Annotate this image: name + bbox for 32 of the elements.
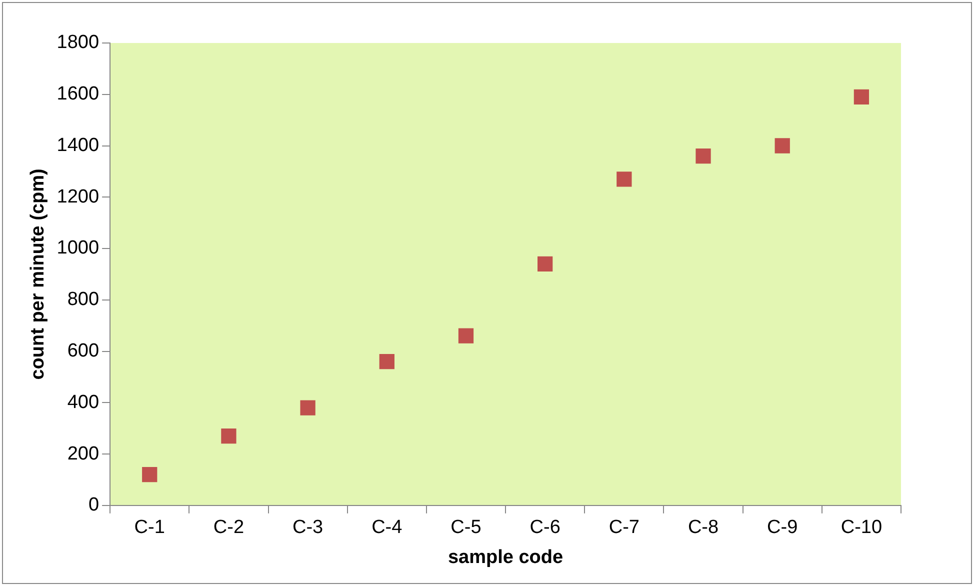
x-tick-label: C-1: [134, 517, 165, 538]
point: [142, 467, 158, 482]
y-tick-label: 1200: [56, 186, 100, 208]
point: [616, 172, 632, 187]
y-tick-label: 200: [67, 443, 100, 464]
x-tick-label: C-8: [688, 517, 719, 538]
x-tick-label: C-3: [292, 517, 324, 538]
point: [854, 89, 870, 105]
point: [458, 328, 474, 344]
y-tick-label: 1400: [56, 134, 100, 156]
y-tick-label: 800: [67, 289, 100, 310]
x-tick-label: C-7: [608, 517, 640, 538]
point: [538, 256, 553, 272]
point: [300, 400, 316, 416]
x-axis-title: sample code: [448, 546, 564, 568]
point: [696, 148, 711, 164]
x-tick-label: C-10: [840, 517, 882, 538]
y-tick-label: 400: [67, 392, 100, 413]
x-tick-label: C-6: [530, 517, 560, 538]
y-tick-label: 600: [67, 340, 100, 362]
x-tick-label: C-9: [767, 517, 798, 538]
y-tick-label: 1000: [56, 238, 100, 259]
point: [379, 354, 394, 370]
x-tick-label: C-5: [450, 517, 482, 538]
x-tick-label: C-4: [372, 517, 403, 538]
y-tick-label: 0: [88, 494, 100, 516]
y-tick-label: 1800: [56, 32, 100, 54]
x-tick-label: C-2: [213, 517, 244, 538]
point: [221, 428, 236, 444]
y-tick-label: 1600: [56, 84, 100, 105]
point: [774, 138, 790, 154]
y-axis-title: count per minute (cpm): [28, 168, 49, 380]
